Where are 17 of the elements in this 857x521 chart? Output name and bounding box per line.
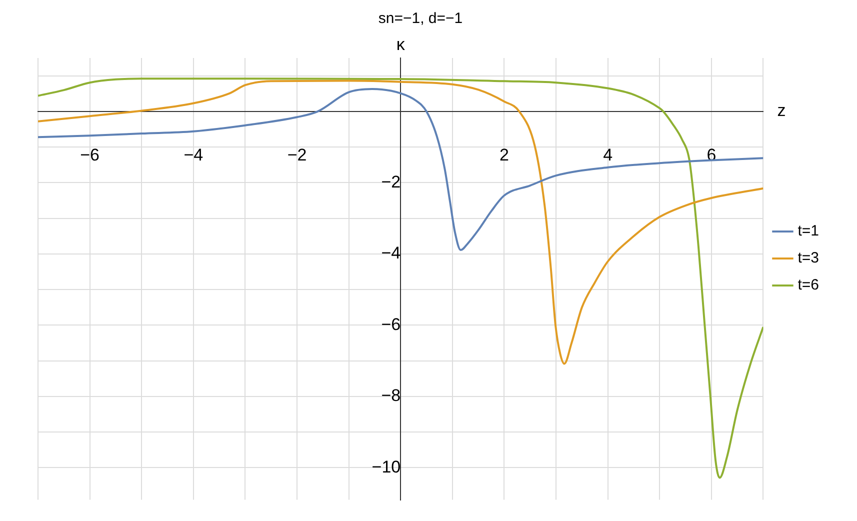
chart-title: sn=−1, d=−1 [378,10,463,28]
y-axis-title: κ [396,35,406,54]
legend-label: t=3 [798,250,820,267]
legend-label: t=6 [798,276,820,294]
y-tick-label: −10 [372,457,401,476]
line-series [38,78,764,479]
y-tick-label: −8 [381,386,401,406]
y-tick-label: −6 [381,314,401,334]
x-tick-label: 2 [499,145,509,164]
y-tick-label: −2 [381,172,401,192]
legend-label: t=1 [798,222,820,240]
x-tick-label: −4 [184,145,204,164]
x-tick-label: −6 [80,145,100,164]
x-axis-title: z [777,101,786,120]
x-tick-label: −2 [287,145,307,164]
line-series [38,80,764,365]
x-tick-label: 4 [603,145,613,164]
